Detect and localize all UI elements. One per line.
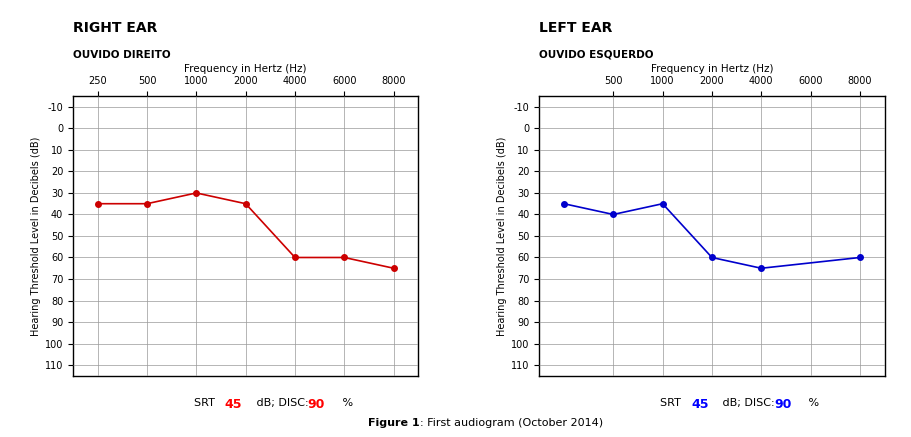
Text: dB; DISC:: dB; DISC: — [718, 398, 777, 408]
Text: RIGHT EAR: RIGHT EAR — [73, 21, 158, 35]
Text: LEFT EAR: LEFT EAR — [538, 21, 612, 35]
Text: : First audiogram (October 2014): : First audiogram (October 2014) — [419, 418, 602, 428]
X-axis label: Frequency in Hertz (Hz): Frequency in Hertz (Hz) — [650, 64, 773, 74]
Text: OUVIDO DIREITO: OUVIDO DIREITO — [73, 50, 170, 60]
X-axis label: Frequency in Hertz (Hz): Frequency in Hertz (Hz) — [184, 64, 307, 74]
Y-axis label: Hearing Threshold Level in Decibels (dB): Hearing Threshold Level in Decibels (dB) — [496, 136, 507, 336]
Text: %: % — [339, 398, 353, 408]
Text: %: % — [804, 398, 818, 408]
Text: OUVIDO ESQUERDO: OUVIDO ESQUERDO — [538, 50, 653, 60]
Text: 90: 90 — [773, 398, 791, 411]
Text: dB; DISC:: dB; DISC: — [252, 398, 312, 408]
Text: SRT: SRT — [660, 398, 684, 408]
Text: Figure 1: Figure 1 — [367, 418, 419, 428]
Y-axis label: Hearing Threshold Level in Decibels (dB): Hearing Threshold Level in Decibels (dB) — [31, 136, 41, 336]
Text: 45: 45 — [691, 398, 708, 411]
Text: 45: 45 — [225, 398, 242, 411]
Text: SRT: SRT — [194, 398, 218, 408]
Text: 90: 90 — [308, 398, 325, 411]
